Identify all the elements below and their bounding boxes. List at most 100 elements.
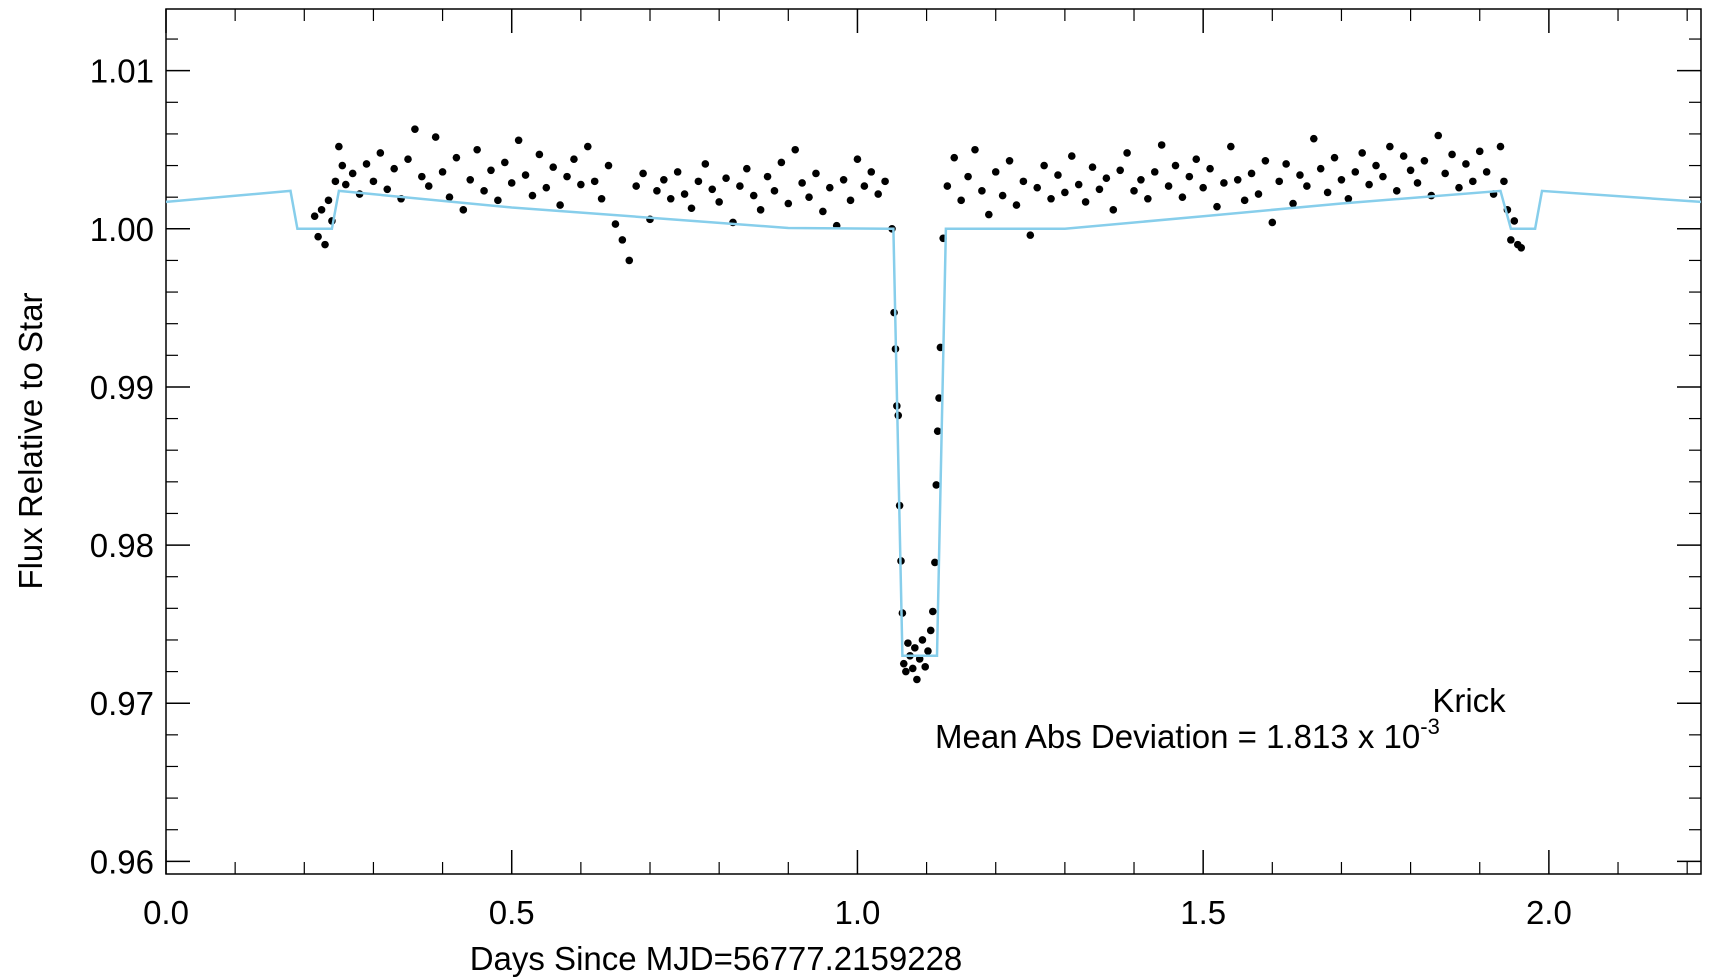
data-point: [625, 256, 634, 265]
data-point: [819, 207, 827, 216]
data-point: [708, 185, 717, 194]
data-point: [331, 177, 340, 186]
data-point: [314, 232, 322, 241]
data-point: [438, 168, 447, 176]
data-point: [338, 161, 347, 170]
data-point: [1116, 166, 1124, 175]
data-point: [1337, 175, 1346, 184]
data-point: [1088, 163, 1097, 171]
data-point: [459, 206, 468, 214]
data-point: [756, 206, 765, 214]
data-point: [1282, 160, 1290, 168]
data-point: [514, 136, 523, 145]
data-point: [1372, 161, 1380, 170]
data-point: [687, 204, 696, 213]
data-point: [480, 187, 488, 195]
data-point: [494, 196, 502, 205]
data-point: [590, 177, 599, 186]
data-point: [1392, 187, 1401, 195]
x-axis-label: Days Since MJD=56777.2159228: [470, 940, 963, 977]
data-point: [618, 236, 627, 244]
y-axis-label: Flux Relative to Star: [12, 292, 49, 589]
data-point: [853, 155, 862, 164]
data-point: [715, 198, 723, 206]
data-point: [1344, 194, 1353, 203]
data-point: [666, 194, 675, 203]
data-point: [632, 182, 640, 190]
y-tick-label: 0.98: [90, 527, 154, 564]
data-point: [1351, 168, 1360, 176]
data-point: [473, 145, 481, 154]
data-point: [1434, 131, 1443, 140]
data-point: [542, 183, 551, 192]
data-point: [736, 182, 744, 190]
data-point: [933, 427, 942, 436]
data-point: [701, 160, 710, 168]
data-point: [932, 481, 941, 489]
data-point: [991, 168, 1000, 176]
data-point: [1379, 172, 1387, 181]
data-point: [1026, 231, 1035, 239]
data-point: [1150, 168, 1159, 176]
data-point: [918, 636, 927, 644]
data-point: [1199, 183, 1207, 192]
data-point: [604, 161, 613, 170]
data-point: [341, 180, 350, 189]
data-point: [1074, 180, 1083, 189]
data-point: [1358, 149, 1366, 157]
data-point: [1441, 169, 1449, 178]
data-point: [1137, 175, 1145, 184]
data-point: [860, 182, 869, 190]
data-point: [1178, 193, 1187, 201]
data-point: [1482, 168, 1491, 176]
data-point: [1309, 134, 1318, 143]
data-point: [770, 187, 779, 195]
data-point: [452, 153, 461, 162]
data-point: [902, 667, 910, 676]
data-point: [1102, 174, 1111, 183]
data-point: [431, 133, 440, 141]
data-point: [904, 639, 912, 647]
data-point: [528, 191, 537, 200]
data-point: [763, 172, 772, 181]
data-point: [1220, 179, 1228, 187]
data-point: [978, 187, 986, 195]
data-point: [1227, 142, 1235, 151]
data-point: [1496, 142, 1505, 151]
data-point: [1323, 188, 1332, 197]
data-point: [521, 171, 530, 179]
x-tick-label: 0.0: [143, 894, 189, 931]
data-point: [424, 182, 433, 190]
data-point: [1040, 161, 1048, 170]
data-point: [1365, 180, 1373, 189]
data-point: [577, 180, 585, 189]
data-point: [743, 164, 751, 173]
data-point: [1275, 177, 1284, 186]
y-tick-label: 0.99: [90, 369, 154, 406]
data-point: [749, 191, 758, 200]
data-point: [1192, 155, 1201, 164]
data-point: [1469, 177, 1477, 186]
data-point: [549, 163, 558, 171]
data-point: [411, 125, 419, 133]
data-point: [376, 149, 385, 157]
data-point: [335, 142, 343, 151]
data-point: [825, 183, 834, 192]
data-point: [390, 164, 398, 173]
data-point: [487, 166, 495, 175]
data-point: [1510, 217, 1519, 225]
data-point: [1019, 177, 1028, 186]
data-point: [563, 172, 571, 181]
data-point: [1507, 236, 1515, 244]
model-line: [165, 189, 1702, 658]
data-point: [1109, 206, 1118, 214]
data-point: [839, 175, 848, 184]
data-point: [911, 644, 919, 652]
data-point: [1268, 218, 1277, 227]
data-point: [1399, 152, 1408, 160]
y-tick-label: 0.96: [90, 843, 154, 880]
data-point: [556, 201, 564, 209]
data-point: [317, 206, 326, 214]
data-point: [985, 210, 993, 219]
